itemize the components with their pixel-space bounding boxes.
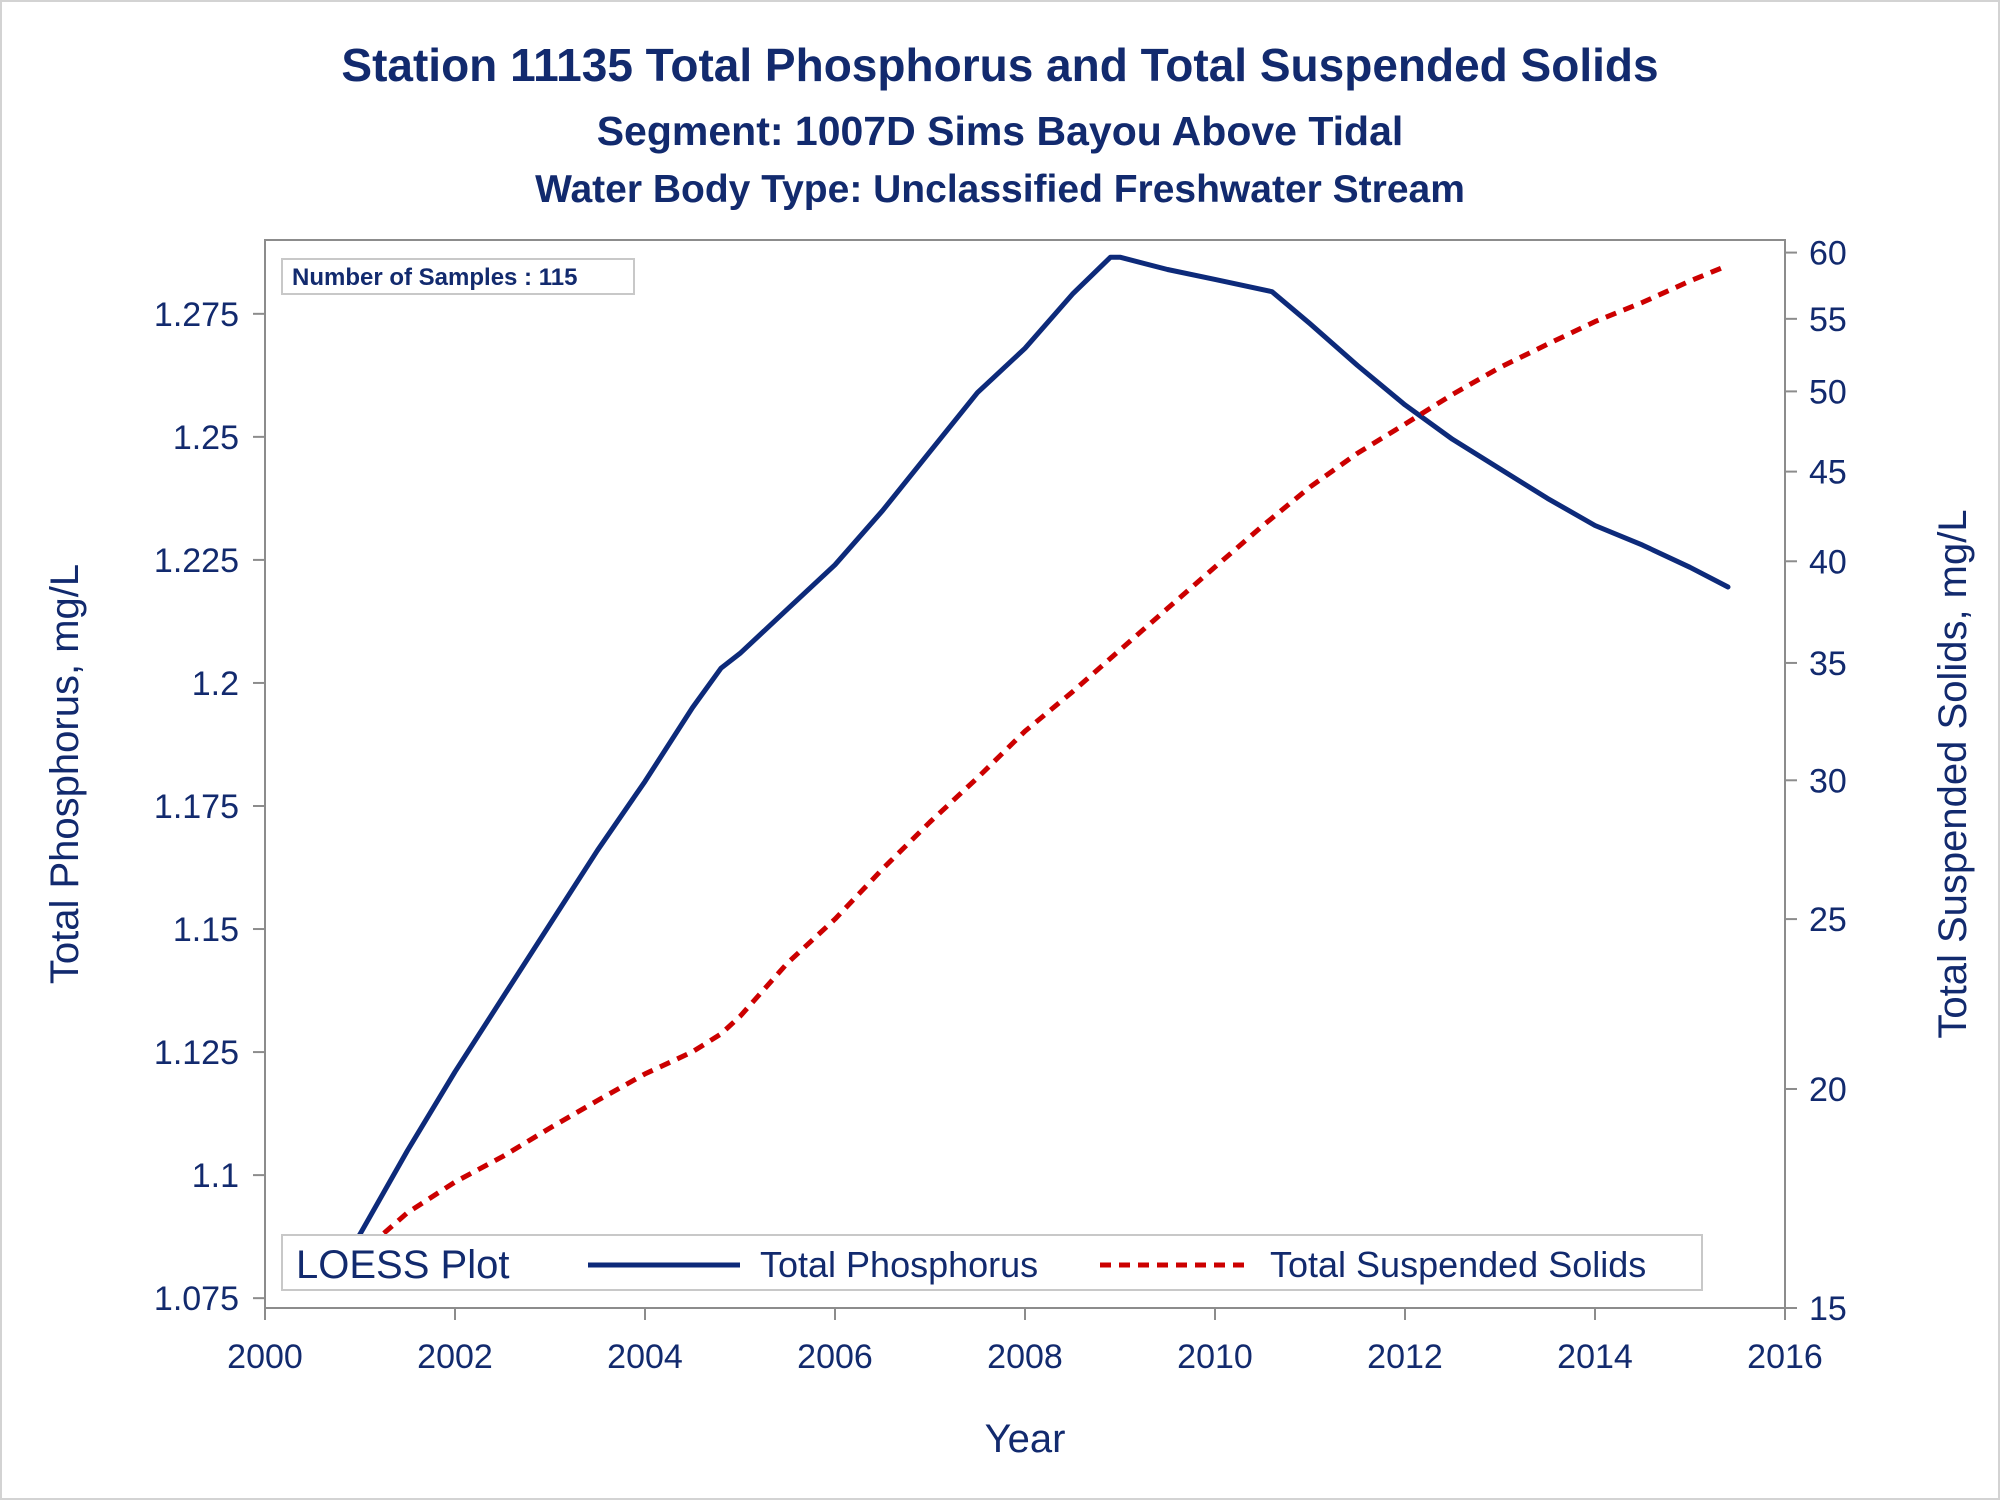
right-y-tick-label: 50 [1809, 373, 1847, 411]
right-y-tick-label: 55 [1809, 301, 1847, 339]
left-y-tick-label: 1.2 [192, 665, 239, 703]
left-y-axis-label: Total Phosphorus, mg/L [43, 564, 87, 984]
left-y-tick-label: 1.275 [154, 296, 239, 334]
series-line-total-suspended-solids [329, 263, 1729, 1290]
legend-box [281, 1234, 1703, 1291]
legend-label-tss: Total Suspended Solids [1270, 1244, 1646, 1285]
left-y-tick-label: 1.225 [154, 542, 239, 580]
left-y-tick-label: 1.1 [192, 1157, 239, 1195]
x-tick-label: 2008 [987, 1338, 1063, 1376]
right-y-tick-label: 25 [1809, 901, 1847, 939]
right-y-tick-label: 45 [1809, 454, 1847, 492]
x-tick-label: 2004 [607, 1338, 683, 1376]
x-tick-label: 2014 [1557, 1338, 1633, 1376]
sample-count-text: Number of Samples : 115 [292, 264, 577, 291]
right-y-axis: 15 20 25 30 35 40 45 50 55 60 [1785, 235, 1847, 1328]
left-y-tick-label: 1.125 [154, 1034, 239, 1072]
chart-subtitle-water-body: Water Body Type: Unclassified Freshwater… [535, 168, 1465, 211]
right-y-tick-label: 30 [1809, 762, 1847, 800]
x-tick-label: 2016 [1747, 1338, 1823, 1376]
chart-title: Station 11135 Total Phosphorus and Total… [341, 39, 1659, 91]
right-y-tick-label: 35 [1809, 645, 1847, 683]
left-y-tick-label: 1.175 [154, 788, 239, 826]
series-line-total-phosphorus [329, 254, 1731, 1281]
right-y-tick-label: 40 [1809, 543, 1847, 581]
right-y-tick-label: 20 [1809, 1071, 1847, 1109]
series-layer [329, 254, 1731, 1290]
x-axis-label: Year [985, 1417, 1066, 1461]
sample-count-inset: Number of Samples : 115 [281, 258, 635, 295]
x-tick-label: 2012 [1367, 1338, 1443, 1376]
x-tick-label: 2000 [227, 1338, 303, 1376]
x-tick-label: 2006 [797, 1338, 873, 1376]
legend: LOESS Plot Total Phosphorus Total Suspen… [281, 1234, 1703, 1291]
right-y-tick-label: 60 [1809, 235, 1847, 273]
left-y-tick-label: 1.25 [173, 419, 239, 457]
chart-subtitle-segment: Segment: 1007D Sims Bayou Above Tidal [596, 108, 1404, 154]
right-y-tick-label: 15 [1809, 1290, 1847, 1328]
right-y-axis-label: Total Suspended Solids, mg/L [1931, 509, 1975, 1038]
plot-area [264, 239, 1786, 1309]
x-tick-label: 2002 [417, 1338, 493, 1376]
left-y-tick-label: 1.075 [154, 1280, 239, 1318]
left-y-axis: 1.075 1.1 1.125 1.15 1.175 1.2 1.225 1.25 1.275 [154, 296, 265, 1318]
left-y-tick-label: 1.15 [173, 911, 239, 949]
legend-title: LOESS Plot [296, 1243, 509, 1287]
legend-label-phosphorus: Total Phosphorus [760, 1244, 1038, 1285]
x-axis: 2000 2002 2004 2006 2008 2010 2012 2014 2016 [227, 1308, 1823, 1376]
x-tick-label: 2010 [1177, 1338, 1253, 1376]
